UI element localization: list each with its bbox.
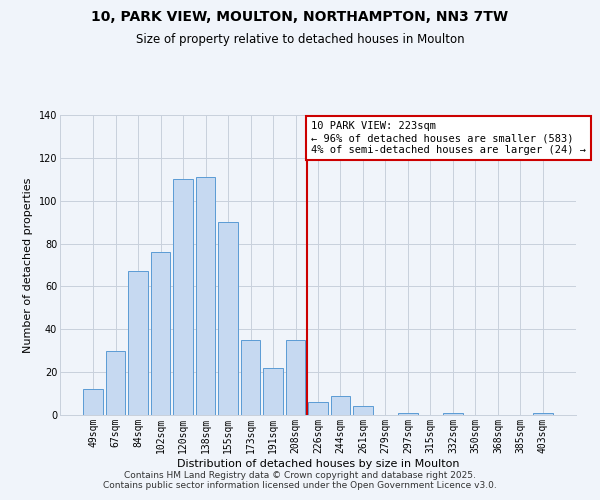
Bar <box>533 413 553 415</box>
Bar <box>353 406 373 415</box>
Bar <box>151 252 170 415</box>
Y-axis label: Number of detached properties: Number of detached properties <box>23 178 33 352</box>
Bar <box>398 413 418 415</box>
Text: Contains HM Land Registry data © Crown copyright and database right 2025.
Contai: Contains HM Land Registry data © Crown c… <box>103 470 497 490</box>
Bar <box>331 396 350 415</box>
X-axis label: Distribution of detached houses by size in Moulton: Distribution of detached houses by size … <box>177 458 459 468</box>
Text: 10 PARK VIEW: 223sqm
← 96% of detached houses are smaller (583)
4% of semi-detac: 10 PARK VIEW: 223sqm ← 96% of detached h… <box>311 122 586 154</box>
Text: Size of property relative to detached houses in Moulton: Size of property relative to detached ho… <box>136 34 464 46</box>
Bar <box>263 368 283 415</box>
Bar <box>128 272 148 415</box>
Bar <box>106 350 125 415</box>
Text: 10, PARK VIEW, MOULTON, NORTHAMPTON, NN3 7TW: 10, PARK VIEW, MOULTON, NORTHAMPTON, NN3… <box>91 10 509 24</box>
Bar <box>286 340 305 415</box>
Bar <box>83 390 103 415</box>
Bar <box>173 180 193 415</box>
Bar <box>218 222 238 415</box>
Bar <box>196 177 215 415</box>
Bar <box>443 413 463 415</box>
Bar <box>241 340 260 415</box>
Bar <box>308 402 328 415</box>
